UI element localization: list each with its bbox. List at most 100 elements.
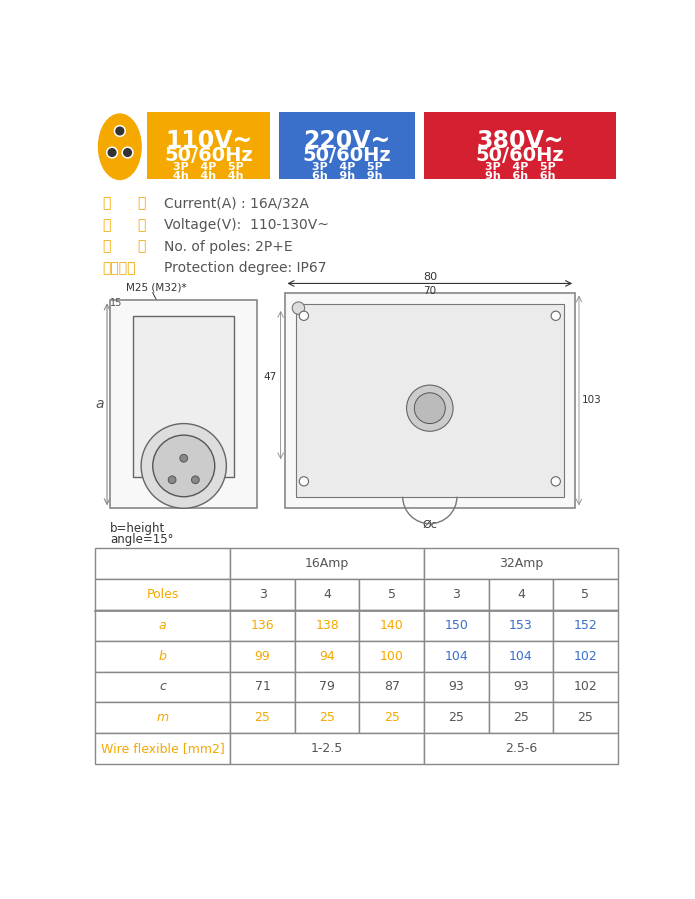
Text: 数: 数 bbox=[137, 239, 146, 254]
Text: 防护等级: 防护等级 bbox=[102, 261, 136, 275]
Circle shape bbox=[122, 147, 133, 158]
Bar bbox=[359, 610, 424, 641]
Circle shape bbox=[180, 454, 188, 462]
Bar bbox=[424, 672, 489, 702]
Text: Current(A) : 16A/32A: Current(A) : 16A/32A bbox=[165, 196, 309, 210]
Circle shape bbox=[168, 476, 176, 484]
Text: angle=15°: angle=15° bbox=[110, 533, 174, 546]
Bar bbox=[95, 702, 230, 733]
Text: 70: 70 bbox=[423, 286, 436, 296]
Ellipse shape bbox=[99, 114, 141, 180]
Bar bbox=[553, 702, 618, 733]
Bar bbox=[95, 733, 230, 764]
Text: 102: 102 bbox=[573, 650, 597, 663]
Bar bbox=[295, 579, 359, 610]
Text: 80: 80 bbox=[423, 271, 437, 282]
Bar bbox=[424, 641, 489, 672]
Bar bbox=[359, 672, 424, 702]
Text: a: a bbox=[158, 619, 166, 632]
Text: 71: 71 bbox=[254, 681, 270, 693]
Text: 50/60Hz: 50/60Hz bbox=[476, 146, 564, 165]
Text: 25: 25 bbox=[448, 711, 464, 725]
Bar bbox=[295, 610, 359, 641]
Text: b: b bbox=[158, 650, 166, 663]
Text: 153: 153 bbox=[509, 619, 533, 632]
Circle shape bbox=[407, 385, 453, 432]
Bar bbox=[359, 702, 424, 733]
Bar bbox=[95, 548, 230, 579]
Text: 99: 99 bbox=[254, 650, 270, 663]
Bar bbox=[424, 579, 489, 610]
Text: 2.5-6: 2.5-6 bbox=[505, 742, 537, 755]
Bar bbox=[230, 733, 424, 764]
Text: 16Amp: 16Amp bbox=[305, 557, 350, 570]
Text: 380V~: 380V~ bbox=[476, 129, 564, 153]
Circle shape bbox=[115, 126, 125, 137]
Text: 47: 47 bbox=[263, 372, 277, 382]
Circle shape bbox=[124, 148, 131, 156]
Text: m: m bbox=[156, 711, 168, 725]
Bar bbox=[359, 641, 424, 672]
FancyBboxPatch shape bbox=[284, 293, 575, 508]
Bar bbox=[489, 579, 553, 610]
Circle shape bbox=[108, 148, 116, 156]
Text: 94: 94 bbox=[319, 650, 335, 663]
Text: 102: 102 bbox=[573, 681, 597, 693]
Text: Voltage(V):  110-130V~: Voltage(V): 110-130V~ bbox=[165, 218, 329, 232]
Text: 流: 流 bbox=[137, 196, 146, 210]
Bar bbox=[295, 672, 359, 702]
FancyBboxPatch shape bbox=[110, 300, 257, 508]
Circle shape bbox=[300, 311, 309, 320]
Text: 103: 103 bbox=[581, 396, 601, 405]
Text: 3: 3 bbox=[259, 588, 266, 601]
Circle shape bbox=[106, 147, 117, 158]
Text: 4: 4 bbox=[517, 588, 525, 601]
Text: 25: 25 bbox=[384, 711, 400, 725]
Text: 140: 140 bbox=[380, 619, 404, 632]
Bar bbox=[553, 641, 618, 672]
Bar bbox=[279, 111, 415, 180]
Text: 50/60Hz: 50/60Hz bbox=[164, 146, 253, 165]
Text: 9h   6h   6h: 9h 6h 6h bbox=[485, 171, 555, 181]
Bar bbox=[230, 702, 295, 733]
Circle shape bbox=[192, 476, 199, 484]
Bar bbox=[553, 610, 618, 641]
Text: 93: 93 bbox=[513, 681, 529, 693]
Circle shape bbox=[414, 393, 445, 423]
Text: 电: 电 bbox=[102, 218, 111, 232]
Text: 79: 79 bbox=[319, 681, 335, 693]
Text: 220V~: 220V~ bbox=[303, 129, 391, 153]
Text: 15: 15 bbox=[110, 298, 122, 308]
Bar bbox=[95, 579, 230, 610]
Bar bbox=[489, 672, 553, 702]
Text: 152: 152 bbox=[573, 619, 597, 632]
Text: c: c bbox=[159, 681, 166, 693]
Bar bbox=[95, 672, 230, 702]
Text: Wire flexible [mm2]: Wire flexible [mm2] bbox=[101, 742, 224, 755]
Circle shape bbox=[300, 476, 309, 486]
Text: 25: 25 bbox=[513, 711, 529, 725]
Text: 110V~: 110V~ bbox=[165, 129, 252, 153]
Text: Øc: Øc bbox=[423, 520, 437, 530]
Text: 4: 4 bbox=[323, 588, 331, 601]
Text: 150: 150 bbox=[444, 619, 468, 632]
Bar bbox=[424, 610, 489, 641]
FancyBboxPatch shape bbox=[296, 304, 564, 497]
Text: 3P   4P   5P: 3P 4P 5P bbox=[173, 162, 244, 172]
Bar bbox=[359, 579, 424, 610]
Text: 1-2.5: 1-2.5 bbox=[311, 742, 343, 755]
Bar bbox=[95, 641, 230, 672]
Text: 104: 104 bbox=[509, 650, 533, 663]
Bar bbox=[295, 641, 359, 672]
Circle shape bbox=[153, 435, 215, 497]
Bar bbox=[489, 610, 553, 641]
Text: Protection degree: IP67: Protection degree: IP67 bbox=[165, 261, 327, 275]
Bar bbox=[295, 702, 359, 733]
Text: 3: 3 bbox=[452, 588, 460, 601]
Circle shape bbox=[551, 476, 560, 486]
Text: 138: 138 bbox=[316, 619, 339, 632]
Text: 50/60Hz: 50/60Hz bbox=[302, 146, 391, 165]
Bar bbox=[230, 548, 424, 579]
Text: 3P   4P   5P: 3P 4P 5P bbox=[484, 162, 555, 172]
Text: Ø5.5: Ø5.5 bbox=[306, 304, 329, 314]
